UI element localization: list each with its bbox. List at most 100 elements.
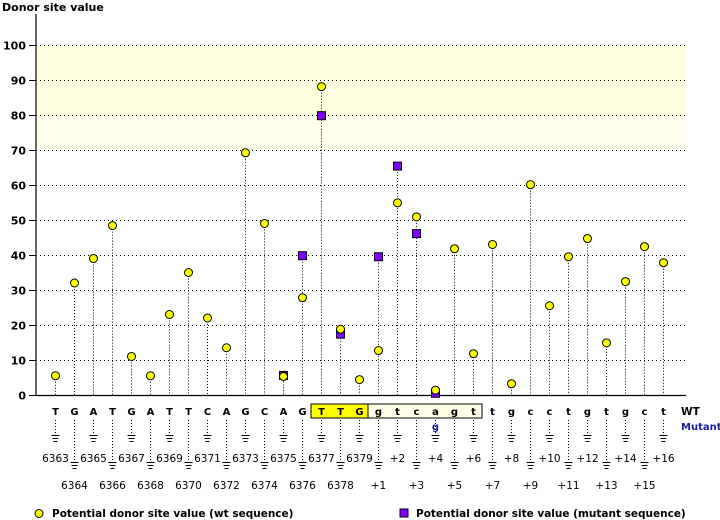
legend-wt-marker (34, 509, 44, 518)
wt-row-label: WT (681, 406, 701, 418)
mutant-point (393, 161, 402, 171)
wt-point (374, 346, 383, 356)
sequence-letter: t (661, 407, 666, 418)
wt-point (279, 371, 288, 381)
legend: Potential donor site value (wt sequence)… (34, 508, 686, 520)
position-label: +8 (504, 453, 519, 465)
legend-mutant-marker (399, 508, 409, 518)
y-tick-label: 20 (11, 320, 27, 333)
position-label: 6366 (99, 480, 126, 492)
wt-point (317, 82, 326, 92)
wt-point (184, 268, 193, 277)
position-label: 6364 (61, 480, 88, 492)
y-tick-label: 100 (3, 40, 26, 53)
wt-point (564, 252, 573, 262)
sequence-letter: C (261, 407, 268, 418)
sequence-letter: t (566, 407, 571, 418)
wt-point (431, 385, 440, 395)
wt-point (146, 371, 155, 381)
sequence-letter: a (432, 407, 439, 418)
sequence-letter: c (547, 407, 553, 418)
sequence-letter: C (204, 407, 211, 418)
wt-point (412, 212, 421, 222)
sequence-letter: A (147, 407, 155, 418)
y-tick-label: 40 (11, 250, 27, 263)
intron-box (367, 403, 483, 419)
position-label: 6367 (118, 453, 145, 465)
sequence-letter: T (318, 407, 325, 418)
y-tick-label: 80 (11, 110, 27, 123)
position-label: +14 (614, 453, 636, 465)
sequence-letter: g (375, 407, 382, 418)
position-label: +3 (409, 480, 424, 492)
legend-wt-label: Potential donor site value (wt sequence) (52, 508, 293, 520)
sequence-letter: G (298, 407, 306, 418)
wt-point (127, 352, 136, 361)
position-label: 6378 (327, 480, 354, 492)
sequence-letters: T 6363 G 6364 A 6365 T 6366 G 6367 A 6368 T 6369 T 6370… (42, 407, 675, 492)
wt-point (298, 293, 307, 303)
wt-point (203, 313, 212, 323)
sequence-boxes (310, 403, 483, 419)
sequence-letter: A (280, 407, 288, 418)
legend-mutant-label: Potential donor site value (mutant seque… (416, 508, 686, 520)
wt-point (450, 244, 459, 254)
wt-point (393, 198, 402, 208)
position-label: +9 (523, 480, 538, 492)
position-label: 6375 (270, 453, 297, 465)
position-label: +12 (576, 453, 598, 465)
position-label: 6377 (308, 453, 335, 465)
wt-point (545, 301, 554, 311)
sequence-letter: T (109, 407, 116, 418)
highlight-band (37, 45, 686, 115)
position-label: 6372 (213, 480, 240, 492)
wt-point (355, 375, 364, 385)
position-label: 6373 (232, 453, 259, 465)
mutant-point (298, 251, 307, 261)
sequence-letter: t (395, 407, 400, 418)
wt-point (526, 180, 535, 190)
position-label: 6369 (156, 453, 183, 465)
wt-point (70, 278, 79, 288)
y-tick-label: 60 (11, 180, 27, 193)
wt-point (621, 277, 630, 287)
mutant-letter: g (432, 422, 439, 433)
y-tick-label: 0 (18, 390, 26, 403)
wt-point (51, 371, 60, 381)
sequence-letter: t (471, 407, 476, 418)
y-tick-label: 10 (11, 355, 27, 368)
wt-point (583, 234, 592, 244)
position-label: 6379 (346, 453, 373, 465)
position-label: 6363 (42, 453, 69, 465)
sequence-letter: c (642, 407, 648, 418)
highlight-band (37, 115, 686, 150)
position-label: +13 (595, 480, 617, 492)
sequence-letter: G (241, 407, 249, 418)
position-label: +5 (447, 480, 462, 492)
wt-point (222, 343, 231, 353)
sequence-letter: g (622, 407, 629, 418)
position-label: +10 (538, 453, 560, 465)
position-label: +16 (652, 453, 674, 465)
sequence-letter: T (166, 407, 173, 418)
position-label: +15 (633, 480, 655, 492)
position-label: +11 (557, 480, 579, 492)
wt-point (640, 242, 649, 252)
wt-point (507, 379, 516, 389)
sequence-letter: G (355, 407, 363, 418)
position-label: +7 (485, 480, 500, 492)
sequence-letter: G (70, 407, 78, 418)
position-label: +2 (390, 453, 405, 465)
wt-point (108, 221, 117, 231)
position-label: 6376 (289, 480, 316, 492)
y-tick-label: 30 (11, 285, 27, 298)
wt-point (89, 254, 98, 263)
y-tick-label: 90 (11, 75, 27, 88)
y-tick-label: 50 (11, 215, 27, 228)
mutant-point (412, 229, 421, 239)
position-label: 6365 (80, 453, 107, 465)
sequence-letter: G (127, 407, 135, 418)
sequence-letter: A (223, 407, 231, 418)
sequence-letter: t (604, 407, 609, 418)
wt-point (165, 310, 174, 319)
